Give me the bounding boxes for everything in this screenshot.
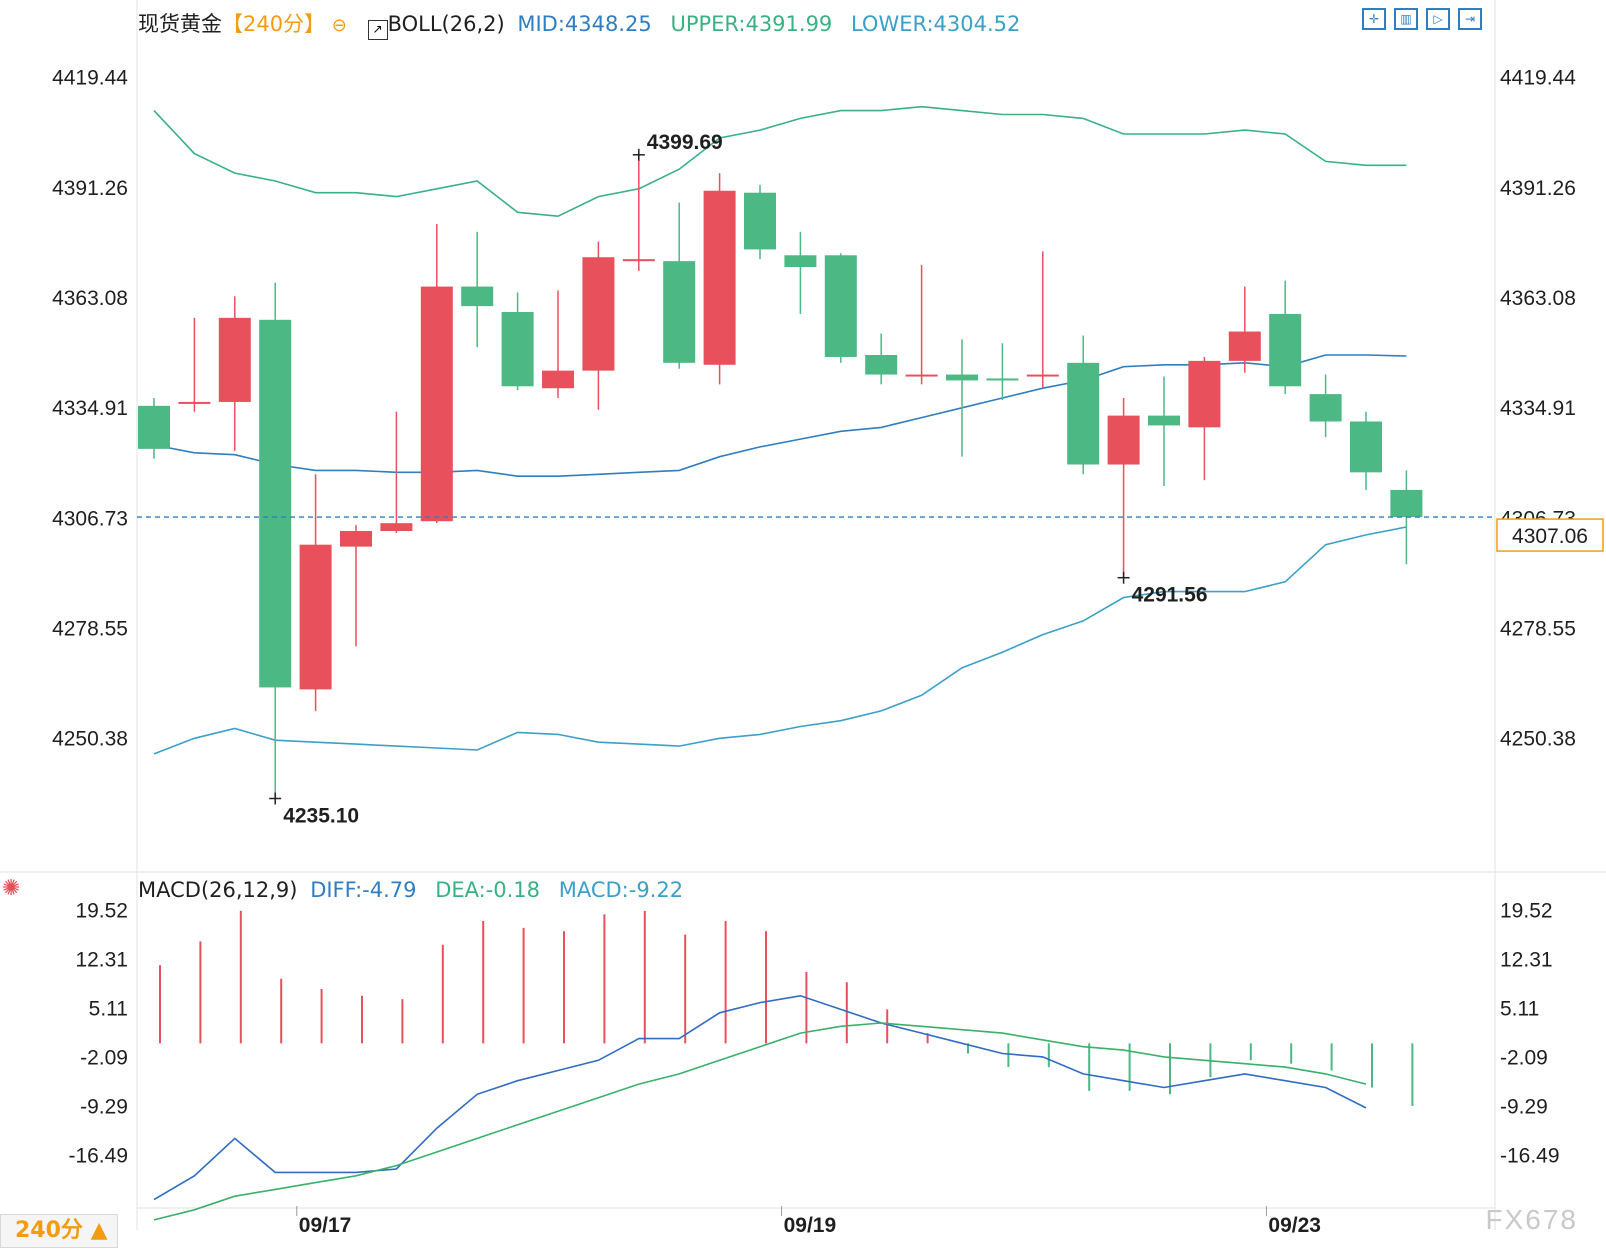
macd-y-tick-label-right: 5.11 [1500,998,1539,1021]
macd-header: MACD(26,12,9) DIFF:-4.79 DEA:-0.18 MACD:… [138,878,683,902]
macd-y-tick-label-right: -16.49 [1500,1144,1560,1167]
last-price-label: 4307.06 [1512,525,1588,548]
candle-down [501,311,534,387]
candle-down [824,255,857,357]
chart-header: 现货黄金【240分】 ⊖ ↗ BOLL(26,2) MID:4348.25 UPP… [138,8,1020,40]
y-tick-label-left: 4363.08 [52,287,128,310]
play-icon[interactable]: ▷ [1426,8,1450,30]
minimize-icon[interactable]: ⊖ [331,15,347,36]
period-tag: 【240分】 [222,12,326,36]
candle-up [622,259,655,262]
indicator-name[interactable]: BOLL(26,2) [387,12,505,36]
candle-down [784,255,817,268]
macd-dea-line [153,1022,1367,1221]
price-annotations: 4307.06 4399.69 4235.10 4291.56 [137,131,1604,828]
candle-up [1188,360,1221,428]
candle-down [1067,362,1100,465]
boll-bands [153,105,1407,755]
extreme-label: 4399.69 [647,131,723,154]
y-tick-label-left: 4278.55 [52,618,128,641]
y-tick-label-right: 4250.38 [1500,728,1576,751]
boll-lower-value: LOWER:4304.52 [850,12,1021,36]
macd-diff-line [153,994,1367,1201]
candle-down [663,261,696,363]
y-tick-label-right: 4278.55 [1500,618,1576,641]
watermark: FX678 [1485,1204,1578,1235]
candle-down [1350,421,1382,473]
boll-upper-line [153,105,1407,218]
y-tick-label-right: 4419.44 [1500,67,1576,90]
macd-name[interactable]: MACD(26,12,9) [138,878,298,902]
candle-up [905,374,938,377]
macd-panel [153,910,1414,1221]
macd-y-tick-label-right: -9.29 [1500,1095,1548,1118]
extreme-label: 4291.56 [1132,584,1208,607]
period-selector[interactable]: 240分 ▲ [0,1214,118,1248]
macd-y-tick-label-left: 5.11 [89,998,128,1021]
candle-down [1309,394,1342,422]
candle-up [340,530,372,547]
candle-down [744,192,776,250]
candle-down [1269,313,1302,387]
candle-up [420,286,453,522]
macd-y-tick-label-left: -2.09 [80,1047,128,1070]
y-tick-label-right: 4363.08 [1500,287,1576,310]
candle-view-icon[interactable]: ▥ [1394,8,1418,30]
x-tick-label: 09/19 [784,1214,837,1237]
candle-up [582,257,615,371]
candle-up [1228,331,1261,361]
macd-settings-icon[interactable]: ✺ [2,876,21,901]
crosshair-icon[interactable]: ✛ [1362,8,1386,30]
candle-down [138,405,170,449]
candle-up [1107,415,1140,465]
macd-y-tick-label-left: -9.29 [80,1095,128,1118]
indicator-icon[interactable]: ↗ [367,20,388,40]
candle-up [178,401,211,404]
candle-down [865,355,898,375]
boll-upper-value: UPPER:4391.99 [670,12,833,36]
macd-dea-value: DEA:-0.18 [435,878,541,902]
candle-up [542,370,574,389]
macd-diff-value: DIFF:-4.79 [310,878,417,902]
boll-lower-line [153,526,1407,755]
x-tick-label: 09/23 [1268,1214,1321,1237]
symbol-name: 现货黄金 [138,12,222,36]
candle-down [986,378,1019,381]
macd-y-tick-label-right: 19.52 [1500,900,1553,923]
candle-up [299,544,332,690]
candlestick-series [138,154,1423,799]
x-tick-label: 09/17 [299,1214,352,1237]
y-tick-label-right: 4391.26 [1500,177,1576,200]
candle-down [1390,489,1423,518]
candle-down [259,319,292,688]
y-tick-label-left: 4391.26 [52,177,128,200]
candle-up [218,317,251,402]
forward-icon[interactable]: ⇥ [1458,8,1482,30]
y-tick-label-left: 4306.73 [52,507,128,530]
macd-y-tick-label-left: 12.31 [75,949,128,972]
candle-up [1026,374,1059,377]
last-price-tag [1496,518,1604,552]
y-tick-label-left: 4250.38 [52,728,128,751]
candle-down [1148,415,1180,426]
macd-histogram-value: MACD:-9.22 [558,878,684,902]
candle-down [461,286,494,307]
y-tick-label-right: 4334.91 [1500,397,1576,420]
candle-down [946,374,978,381]
macd-y-tick-label-left: -16.49 [68,1144,128,1167]
extreme-label: 4235.10 [283,805,359,828]
candle-up [703,190,736,365]
y-tick-label-left: 4334.91 [52,397,128,420]
boll-mid-value: MID:4348.25 [517,12,652,36]
macd-y-tick-label-right: 12.31 [1500,949,1553,972]
y-tick-label-left: 4419.44 [52,67,128,90]
macd-y-tick-label-right: -2.09 [1500,1047,1548,1070]
candle-up [380,523,413,531]
macd-y-tick-label-left: 19.52 [75,900,128,923]
